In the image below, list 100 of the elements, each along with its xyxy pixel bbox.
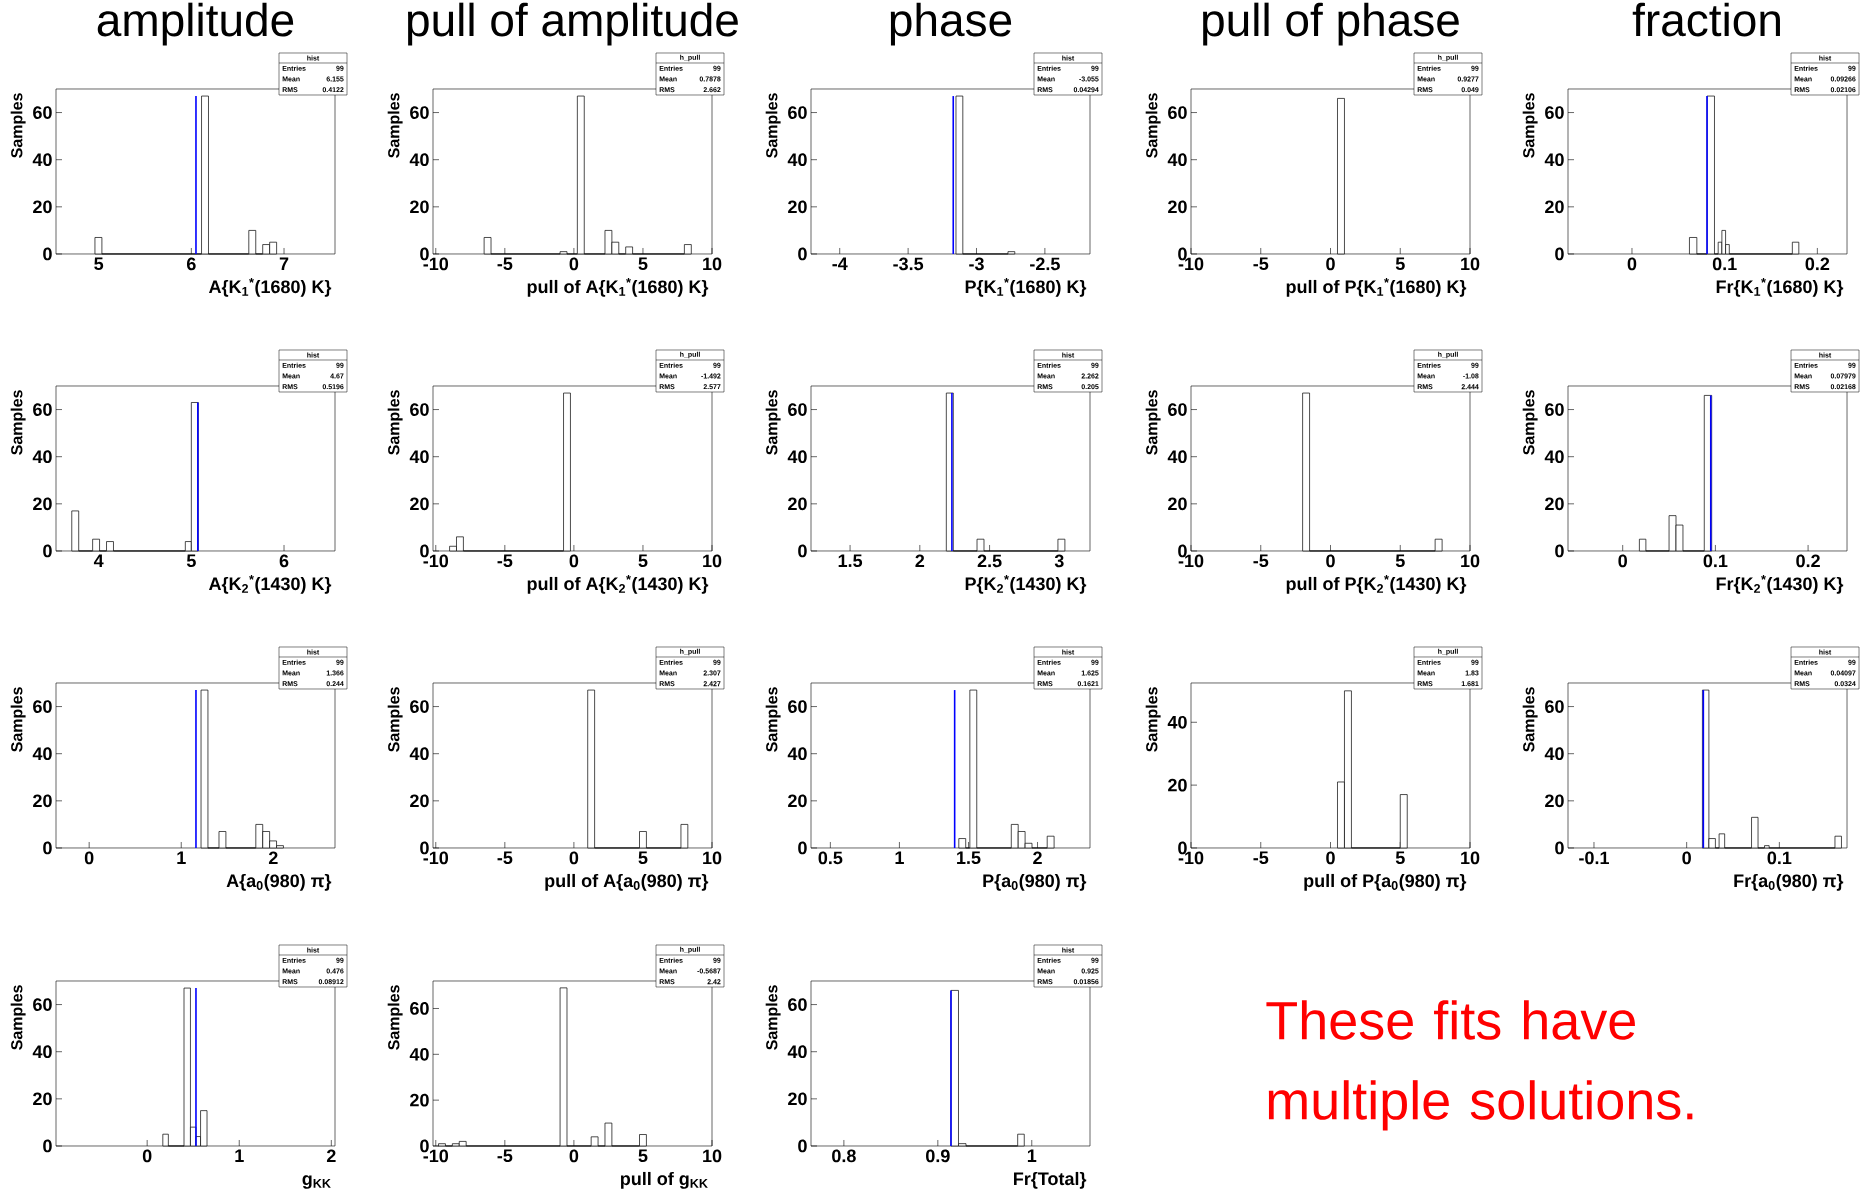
x-axis-title: P{K$_{1}$$^{*}$(1680) K}	[965, 278, 1087, 297]
y-tick-label: 60	[788, 700, 807, 713]
x-tick-label: 5	[1395, 257, 1405, 271]
x-tick-label: 2	[915, 554, 925, 568]
x-tick-label: 3	[1054, 554, 1064, 568]
y-tick-label: 60	[410, 1002, 429, 1015]
x-tick-label: 0.1	[1703, 554, 1728, 568]
y-tick-label: 40	[787, 747, 807, 761]
x-tick-label: 2	[326, 1149, 336, 1163]
x-tick-label: 5	[638, 554, 648, 568]
x-tick-label: 1	[177, 851, 186, 864]
y-tick-label: 20	[410, 794, 429, 808]
x-tick-label: 10	[1461, 554, 1480, 568]
x-tick-label: 0	[569, 851, 579, 865]
x-tick-label: -4	[832, 257, 848, 270]
x-tick-label: 10	[703, 1149, 722, 1163]
x-tick-label: 10	[703, 257, 722, 271]
y-axis-title: Samples	[1145, 93, 1161, 158]
x-axis-title: A{K$_{2}$$^{*}$(1430) K}	[208, 575, 332, 594]
x-tick-label: 1.5	[957, 851, 981, 865]
x-tick-label: 0	[1326, 554, 1335, 568]
x-tick-label: 0	[1618, 554, 1627, 568]
y-tick-label: 40	[1544, 747, 1564, 761]
y-tick-label: 20	[788, 1092, 807, 1106]
y-tick-label: 20	[410, 200, 429, 214]
x-tick-label: 0.8	[832, 1149, 856, 1163]
y-tick-label: 0	[798, 247, 807, 261]
y-tick-label: 20	[33, 1092, 52, 1106]
y-tick-label: 60	[410, 106, 429, 119]
x-tick-label: 7	[279, 257, 289, 270]
y-tick-label: 0	[798, 1139, 807, 1153]
x-tick-label: -5	[497, 257, 513, 271]
x-axis-title: pull of A{K$_{2}$$^{*}$(1430) K}	[527, 575, 709, 594]
x-tick-label: 0.9	[926, 1149, 950, 1163]
y-axis-title: Samples	[765, 687, 781, 752]
x-tick-label: 2.5	[977, 554, 1002, 568]
y-tick-label: 40	[1167, 715, 1187, 729]
y-tick-label: 0	[43, 841, 52, 855]
x-tick-label: 0	[569, 554, 579, 568]
y-tick-label: 0	[1555, 544, 1564, 558]
x-tick-label: -5	[497, 851, 513, 865]
y-tick-label: 60	[33, 998, 52, 1011]
x-tick-label: 10	[1461, 257, 1480, 271]
y-tick-label: 40	[32, 450, 52, 464]
y-tick-label: 0	[1555, 247, 1564, 261]
x-tick-label: 5	[638, 851, 648, 865]
x-tick-label: 5	[186, 554, 196, 568]
y-tick-label: 60	[1545, 403, 1564, 416]
y-axis-title: Samples	[387, 985, 403, 1050]
y-axis-title: Samples	[387, 687, 403, 752]
x-tick-label: 0	[1326, 851, 1335, 865]
x-tick-label: 0	[142, 1149, 152, 1163]
x-tick-label: 4	[93, 554, 104, 567]
y-tick-label: 60	[788, 998, 807, 1011]
y-tick-label: 40	[787, 1045, 807, 1059]
x-tick-label: -5	[1253, 851, 1269, 865]
x-axis-title: pull of P{K$_{1}$$^{*}$(1680) K}	[1286, 278, 1467, 297]
y-tick-label: 40	[409, 450, 429, 464]
y-axis-title: Samples	[1522, 93, 1538, 158]
y-axis-title: Samples	[387, 390, 403, 455]
x-axis-title: P{a$_{0}$(980) π}	[983, 873, 1087, 891]
y-tick-label: 0	[43, 544, 52, 558]
x-tick-label: 0	[1326, 257, 1335, 271]
y-tick-label: 60	[1168, 106, 1187, 119]
x-tick-label: 1.5	[838, 554, 863, 568]
y-tick-label: 40	[787, 153, 807, 167]
y-tick-label: 40	[409, 747, 429, 761]
x-tick-label: -3	[969, 257, 984, 271]
chart-title: pull of amplitude	[407, 2, 738, 46]
y-axis-title: Samples	[1522, 687, 1538, 752]
y-tick-label: 20	[33, 497, 52, 511]
y-tick-label: 20	[1545, 794, 1564, 808]
x-tick-label: 2	[1033, 851, 1042, 865]
y-tick-label: 40	[1544, 450, 1564, 464]
y-axis-title: Samples	[1145, 390, 1161, 455]
y-tick-label: 20	[410, 497, 429, 511]
x-axis-title: A{a$_{0}$(980) π}	[226, 873, 332, 891]
y-tick-label: 60	[1545, 700, 1564, 713]
y-tick-label: 20	[33, 794, 52, 808]
y-tick-label: 0	[1555, 841, 1564, 855]
x-tick-label: -3.5	[893, 257, 924, 271]
x-tick-label: 5	[94, 257, 104, 271]
x-axis-title: pull of P{a$_{0}$(980) π}	[1304, 873, 1467, 891]
text: These fits have multiple solutions.	[1266, 1000, 1693, 1131]
y-tick-label: 40	[787, 450, 807, 464]
x-tick-label: 6	[279, 554, 289, 568]
y-axis-title: Samples	[10, 985, 26, 1050]
y-tick-label: 20	[1545, 497, 1564, 511]
y-tick-label: 20	[33, 200, 52, 214]
y-tick-label: 0	[798, 544, 807, 558]
x-tick-label: 5	[1395, 851, 1405, 865]
x-tick-label: -2.5	[1030, 257, 1060, 271]
y-tick-label: 0	[798, 841, 807, 855]
x-tick-label: 0.2	[1796, 554, 1820, 568]
y-tick-label: 40	[32, 1045, 52, 1059]
y-tick-label: 20	[410, 1093, 429, 1107]
x-tick-label: 2	[268, 851, 278, 865]
y-axis-title: Samples	[10, 390, 26, 455]
y-tick-label: 60	[410, 700, 429, 713]
y-tick-label: 20	[1168, 778, 1187, 792]
